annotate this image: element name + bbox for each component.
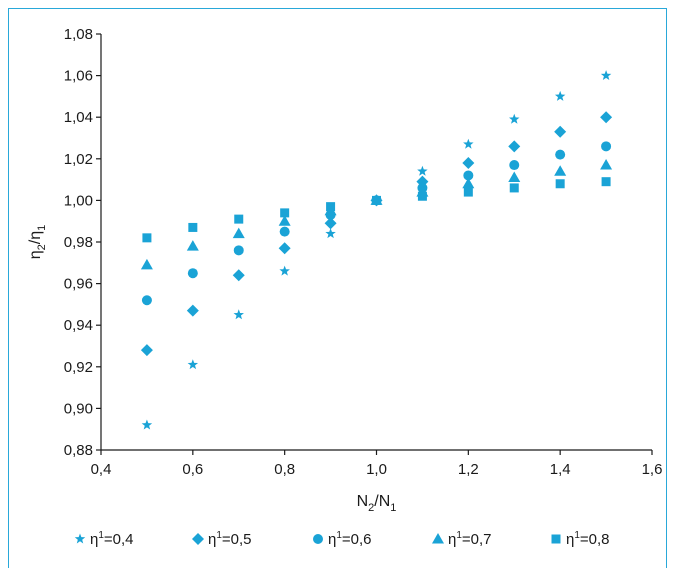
legend-label: η1=0,8 xyxy=(566,530,610,548)
legend-label: η1=0,7 xyxy=(448,530,492,548)
data-point-diamond xyxy=(554,125,567,138)
data-point-triangle xyxy=(600,159,613,170)
x-ticks: 0,4 0,6 0,8 1,0 1,2 1,4 1,6 xyxy=(91,450,663,478)
data-point-triangle xyxy=(462,177,475,189)
chart-frame xyxy=(8,8,667,568)
data-point-square xyxy=(234,214,244,224)
axes xyxy=(100,34,652,451)
data-point-star xyxy=(463,138,474,149)
x-axis-title: N2/N1 xyxy=(357,493,397,514)
data-point-square xyxy=(601,177,611,187)
legend-label: η1=0,5 xyxy=(208,530,252,548)
data-point-star xyxy=(600,70,612,81)
data-point-diamond xyxy=(232,269,245,282)
x-tick-label: 0,4 xyxy=(91,461,112,478)
legend: η1=0,4 η1=0,5 η1=0,6 η1=0,7 η1=0,8 xyxy=(74,530,610,548)
y-axis-title: η2/η1 xyxy=(27,225,48,260)
y-tick-label: 0,94 xyxy=(64,317,93,334)
data-point-square xyxy=(372,195,381,205)
data-point-diamond xyxy=(278,242,291,255)
x-tick-label: 1,2 xyxy=(458,461,479,478)
x-tick-label: 0,8 xyxy=(274,461,295,478)
data-point-star xyxy=(417,165,428,176)
legend-item: η1=0,5 xyxy=(192,530,252,548)
data-point-triangle xyxy=(508,171,521,183)
data-point-star xyxy=(187,359,199,370)
data-point-star xyxy=(279,265,290,276)
data-point-star xyxy=(233,309,244,320)
y-ticks: 0,88 0,90 0,92 0,94 0,96 0,98 1,00 1,02 1,04 1,06… xyxy=(64,26,101,459)
legend-label: η1=0,4 xyxy=(90,530,134,548)
legend-marker-star-icon xyxy=(74,533,86,544)
data-point-triangle xyxy=(140,258,153,270)
data-point-triangle xyxy=(554,165,567,176)
legend-marker-triangle-icon xyxy=(432,533,444,544)
x-tick-label: 1,4 xyxy=(550,461,571,478)
legend-item: η1=0,8 xyxy=(551,530,610,548)
data-point-diamond xyxy=(186,304,199,317)
y-tick-label: 0,92 xyxy=(64,359,93,376)
data-point-square xyxy=(555,179,565,189)
y-tick-label: 0,90 xyxy=(64,400,93,417)
y-tick-label: 1,02 xyxy=(64,151,93,168)
data-point-circle xyxy=(187,268,198,279)
data-point-star xyxy=(141,419,153,430)
y-tick-label: 0,88 xyxy=(64,442,93,459)
data-point-diamond xyxy=(508,140,521,153)
data-point-star xyxy=(325,228,336,239)
data-point-circle xyxy=(279,226,290,237)
y-tick-label: 1,00 xyxy=(64,192,93,209)
data-point-circle xyxy=(463,170,474,181)
y-tick-label: 0,96 xyxy=(64,276,93,293)
data-point-circle xyxy=(555,149,566,160)
x-tick-label: 1,6 xyxy=(642,461,663,478)
legend-marker-circle-icon xyxy=(313,534,323,544)
legend-marker-diamond-icon xyxy=(192,533,204,545)
data-point-square xyxy=(417,191,427,201)
data-point-star xyxy=(509,113,520,124)
x-tick-label: 1,0 xyxy=(366,461,387,478)
y-tick-label: 1,04 xyxy=(64,109,93,126)
x-tick-label: 0,6 xyxy=(182,461,203,478)
legend-item: η1=0,7 xyxy=(432,530,492,548)
data-point-square xyxy=(142,233,152,243)
data-point-triangle xyxy=(278,215,291,226)
data-point-circle xyxy=(601,141,612,152)
y-tick-label: 0,98 xyxy=(64,234,93,251)
legend-marker-square-icon xyxy=(551,534,561,544)
data-point-circle xyxy=(141,295,152,306)
legend-label: η1=0,6 xyxy=(328,530,372,548)
data-point-square xyxy=(280,208,290,218)
data-point-diamond xyxy=(324,217,337,230)
data-point-diamond xyxy=(600,111,613,124)
data-point-diamond xyxy=(462,156,475,169)
data-point-circle xyxy=(233,245,244,256)
data-point-diamond xyxy=(140,344,153,357)
data-point-square xyxy=(463,187,473,197)
data-point-triangle xyxy=(232,227,245,239)
legend-item: η1=0,4 xyxy=(74,530,134,548)
y-tick-label: 1,08 xyxy=(64,26,93,43)
data-point-square xyxy=(188,222,198,232)
data-point-circle xyxy=(509,160,520,171)
legend-item: η1=0,6 xyxy=(313,530,372,548)
data-point-star xyxy=(554,90,566,101)
data-point-square xyxy=(509,183,519,193)
y-tick-label: 1,06 xyxy=(64,68,93,85)
data-point-triangle xyxy=(186,240,199,251)
data-points xyxy=(140,70,613,430)
data-point-square xyxy=(326,202,336,212)
